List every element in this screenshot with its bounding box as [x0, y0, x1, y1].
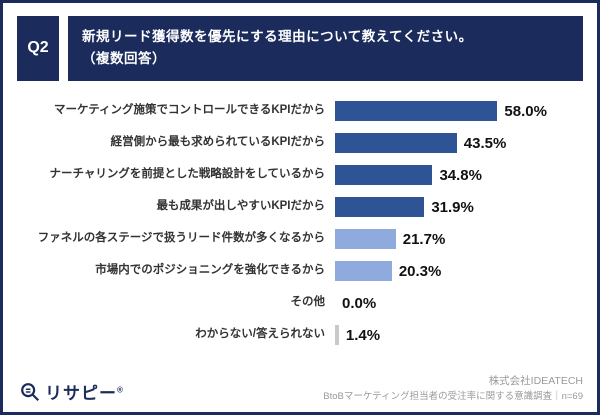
- category-label: ナーチャリングを前提とした戦略設計をしているから: [49, 168, 325, 181]
- bar: [335, 197, 425, 218]
- survey-caption: BtoBマーケティング担当者の受注率に関する意識調査｜n=69: [323, 390, 583, 402]
- chart-row: その他 0.0%: [13, 289, 587, 318]
- value-label: 43.5%: [463, 134, 507, 152]
- value-label: 58.0%: [504, 102, 547, 120]
- bar-track: 31.9%: [335, 197, 587, 218]
- chart-row: ナーチャリングを前提とした戦略設計をしているから 34.8%: [13, 161, 587, 190]
- magnifier-icon: [19, 381, 41, 403]
- chart-row: 市場内でのポジショニングを強化できるから 20.3%: [13, 257, 587, 286]
- category-label: 最も成果が出しやすいKPIだから: [156, 200, 325, 213]
- company-name: 株式会社IDEATECH: [488, 375, 583, 387]
- credit: 株式会社IDEATECH BtoBマーケティング担当者の受注率に関する意識調査｜…: [323, 374, 583, 404]
- bar-track: 43.5%: [335, 133, 587, 154]
- footer: リサピー® 株式会社IDEATECH BtoBマーケティング担当者の受注率に関す…: [19, 374, 583, 404]
- value-label: 20.3%: [398, 262, 442, 280]
- question-number-badge: Q2: [17, 16, 59, 81]
- bar-track: 58.0%: [335, 101, 587, 122]
- header: Q2 新規リード獲得数を優先にする理由について教えてください。 （複数回答）: [17, 16, 583, 81]
- category-label: マーケティング施策でコントロールできるKPIだから: [53, 104, 325, 117]
- chart-row: 経営側から最も求められているKPIだから 43.5%: [13, 129, 587, 158]
- value-label: 1.4%: [345, 326, 381, 344]
- chart-row: 最も成果が出しやすいKPIだから 31.9%: [13, 193, 587, 222]
- registered-mark: ®: [117, 385, 124, 395]
- bar: [335, 261, 392, 282]
- bar-track: 20.3%: [335, 261, 587, 282]
- question-title-line2: （複数回答）: [82, 51, 166, 67]
- chart-row: マーケティング施策でコントロールできるKPIだから 58.0%: [13, 97, 587, 126]
- category-label: その他: [290, 296, 326, 309]
- value-label: 0.0%: [342, 294, 377, 312]
- question-title: 新規リード獲得数を優先にする理由について教えてください。 （複数回答）: [68, 16, 583, 81]
- question-title-line1: 新規リード獲得数を優先にする理由について教えてください。: [82, 29, 473, 44]
- bar: [335, 101, 498, 122]
- category-label: 市場内でのポジショニングを強化できるから: [95, 264, 325, 277]
- logo: リサピー®: [19, 379, 124, 404]
- category-label: 経営側から最も求められているKPIだから: [110, 136, 325, 149]
- bar: [335, 229, 396, 250]
- bar-track: 21.7%: [335, 229, 587, 250]
- bar-chart: マーケティング施策でコントロールできるKPIだから 58.0% 経営側から最も求めら…: [13, 97, 587, 350]
- logo-text: リサピー®: [45, 384, 124, 403]
- value-label: 21.7%: [402, 230, 446, 248]
- bar: [335, 133, 457, 154]
- bar: [335, 165, 433, 186]
- value-label: 31.9%: [431, 198, 474, 216]
- bar-track: 34.8%: [335, 165, 587, 186]
- bar-track: 0.0%: [335, 293, 587, 313]
- bar-track: 1.4%: [335, 325, 587, 346]
- category-label: ファネルの各ステージで扱うリード件数が多くなるから: [37, 232, 325, 245]
- value-label: 34.8%: [439, 166, 482, 184]
- chart-row: わからない/答えられない 1.4%: [13, 321, 587, 350]
- bar: [335, 325, 339, 346]
- category-label: わからない/答えられない: [195, 328, 325, 341]
- chart-row: ファネルの各ステージで扱うリード件数が多くなるから 21.7%: [13, 225, 587, 254]
